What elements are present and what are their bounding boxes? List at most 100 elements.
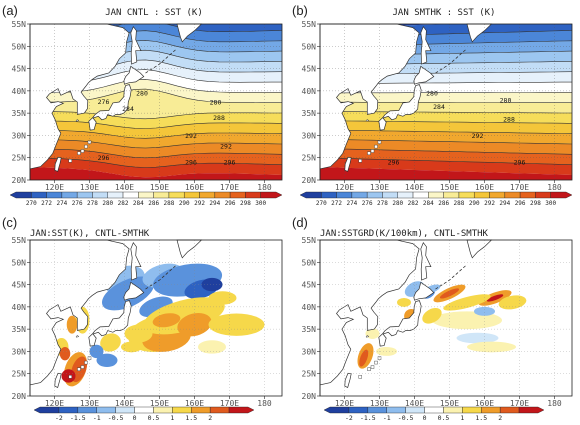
anomaly-patch	[397, 297, 411, 307]
land-outline	[88, 84, 132, 131]
colorbar-label: 1	[460, 414, 464, 422]
isotherm-line	[30, 157, 282, 168]
lat-tick-label: 20N	[302, 176, 317, 185]
colorbar-label: -2	[55, 414, 63, 422]
island	[377, 356, 382, 360]
sst-band	[320, 148, 572, 165]
colorbar-label: 288	[164, 200, 175, 207]
colorbar-swatch	[321, 191, 337, 199]
island	[367, 151, 371, 155]
lat-tick-label: 50N	[302, 42, 317, 51]
colorbar-swatch	[535, 191, 551, 199]
colorbar-swatch	[153, 406, 173, 414]
contour-label: 292	[185, 132, 197, 140]
lat-tick-label: 25N	[302, 154, 317, 163]
contour-label: 280	[500, 96, 512, 104]
isotherm-line	[320, 157, 572, 165]
lat-tick-label: 30N	[302, 131, 317, 140]
colorbar-swatch	[168, 191, 185, 199]
sst-band	[320, 157, 572, 175]
panel-label: (d)	[292, 215, 308, 230]
lat-tick-label: 35N	[302, 109, 317, 118]
lon-tick-label: 160E	[185, 183, 204, 192]
land-outline	[123, 65, 145, 85]
colorbar-label: 292	[484, 200, 495, 207]
colorbar-swatch	[61, 191, 78, 199]
colorbar-label: -1.5	[70, 414, 86, 422]
colorbar-swatch	[348, 406, 369, 414]
colorbar-swatch	[209, 406, 230, 414]
colorbar-swatch	[412, 191, 429, 199]
colorbar-label: 0.5	[148, 414, 160, 422]
island	[80, 365, 85, 369]
colorbar-swatch	[245, 191, 261, 199]
anomaly-patch	[121, 341, 142, 353]
lon-tick-label: 120E	[45, 183, 64, 192]
island	[68, 159, 72, 163]
colorbar-swatch	[351, 191, 368, 199]
colorbar-swatch	[199, 191, 216, 199]
kuril-islands	[145, 264, 178, 290]
sst-band	[30, 89, 282, 119]
colorbar-label: 1.5	[185, 414, 197, 422]
colorbar-swatch	[366, 191, 383, 199]
colorbar-swatch	[424, 406, 444, 414]
colorbar-swatch	[122, 191, 139, 199]
colorbar-label: 288	[454, 200, 465, 207]
lat-tick-label: 55N	[302, 20, 317, 29]
colorbar-swatch	[550, 191, 573, 199]
land-outline	[420, 26, 432, 65]
colorbar-label: 270	[316, 200, 327, 207]
lon-tick-label: 150E	[150, 183, 169, 192]
colorbar-swatch	[462, 406, 482, 414]
panel-title: JAN SMTHK : SST (K)	[392, 8, 496, 18]
land-outline	[344, 372, 352, 388]
contour-label: 284	[122, 105, 134, 113]
colorbar-swatch	[115, 406, 135, 414]
anomaly-patch	[422, 307, 442, 324]
colorbar-label: -2	[345, 414, 353, 422]
colorbar-label: 272	[331, 200, 342, 207]
colorbar-swatch	[58, 406, 79, 414]
colorbar-label: 1.5	[475, 414, 487, 422]
colorbar-label: 276	[72, 200, 83, 207]
sst-band	[30, 166, 282, 180]
map-frame	[319, 23, 573, 181]
panel-c: (c) JAN:SST(K), CNTL-SMTHK 55N 50N 45N 40N 3…	[0, 212, 290, 425]
lat-tick-label: 55N	[12, 20, 27, 29]
anomaly-patch	[359, 349, 369, 367]
contour-label: 276	[98, 98, 110, 106]
isotherm-line	[30, 148, 282, 159]
lon-tick-label: 180	[547, 183, 562, 192]
land-outline	[378, 84, 422, 131]
sst-gradient-difference-map: 55N 50N 45N 40N 35N 30N 25N 20N 120E 130E 140E 150E…	[302, 236, 573, 422]
panel-title: JAN:SST(K), CNTL-SMTHK	[30, 229, 150, 239]
colorbar-label: 286	[438, 200, 449, 207]
colorbar-label: -1	[93, 414, 101, 422]
isotherm-line	[30, 138, 282, 149]
anomaly-patch	[365, 328, 380, 339]
sst-band	[320, 102, 572, 114]
colorbar-label: -0.5	[398, 414, 414, 422]
isotherm-line	[320, 138, 572, 145]
colorbar-label: 276	[362, 200, 373, 207]
sst-band	[30, 129, 282, 149]
sst-band	[320, 82, 572, 93]
colorbar-label: 278	[87, 200, 98, 207]
lon-tick-label: 150E	[440, 399, 459, 408]
colorbar-swatch	[518, 406, 545, 414]
lon-tick-label: 150E	[150, 399, 169, 408]
contour-label: 296	[388, 159, 400, 167]
panel-b: (b) JAN SMTHK : SST (K) 280 280 284 288 292 2…	[290, 0, 580, 212]
colorbar-label: 278	[377, 200, 388, 207]
colorbar-swatch	[46, 191, 63, 199]
island	[84, 360, 88, 365]
lat-tick-label: 50N	[302, 258, 317, 267]
island	[75, 335, 80, 338]
land-outline	[123, 281, 145, 301]
lon-tick-label: 140E	[405, 183, 424, 192]
colorbar-label: 270	[26, 200, 37, 207]
colorbar-swatch	[489, 191, 506, 199]
contour-label: 292	[472, 132, 484, 140]
